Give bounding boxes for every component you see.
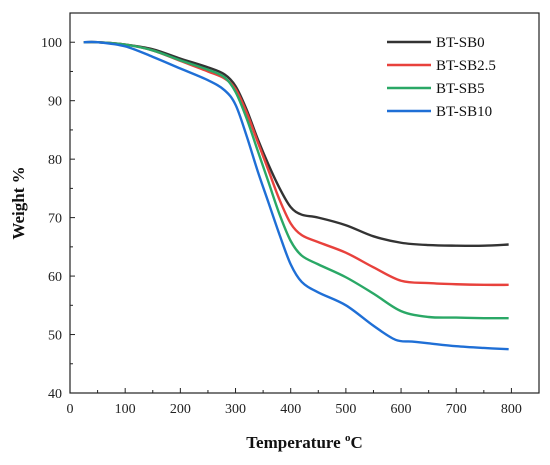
legend-label: BT-SB0 (436, 35, 485, 51)
y-tick-label: 80 (48, 153, 62, 168)
y-tick-label: 90 (48, 95, 62, 110)
x-tick-label: 700 (446, 402, 467, 417)
y-tick-label: 70 (48, 212, 62, 227)
legend-label: BT-SB2.5 (436, 58, 496, 74)
x-tick-label: 0 (67, 402, 74, 417)
axes: 0 100 200 300 400 500 600 700 800 40 50 60 70 80 90 100 (41, 12, 540, 417)
legend-label: BT-SB5 (436, 81, 485, 97)
x-tick-label: 800 (501, 402, 522, 417)
y-tick-label: 100 (41, 36, 62, 51)
x-tick-label: 500 (335, 402, 356, 417)
x-tick-label: 600 (391, 402, 412, 417)
series-lines (83, 40, 509, 351)
x-tick-label: 300 (225, 402, 246, 417)
legend-label: BT-SB10 (436, 104, 492, 120)
series-line-bt-sb5 (83, 40, 509, 320)
x-axis-title: Temperature oC (246, 432, 362, 452)
series-line-bt-sb0 (83, 40, 509, 247)
y-tick-label: 60 (48, 270, 62, 285)
legend: BT-SB0 BT-SB2.5 BT-SB5 BT-SB10 (387, 35, 496, 120)
x-tick-label: 100 (115, 402, 136, 417)
y-tick-label: 40 (48, 387, 62, 402)
y-tick-label: 50 (48, 329, 62, 344)
y-axis-title: Weight % (9, 166, 28, 239)
x-tick-label: 400 (280, 402, 301, 417)
plot-frame (69, 12, 540, 394)
series-line-bt-sb10 (83, 40, 509, 351)
x-tick-label: 200 (170, 402, 191, 417)
